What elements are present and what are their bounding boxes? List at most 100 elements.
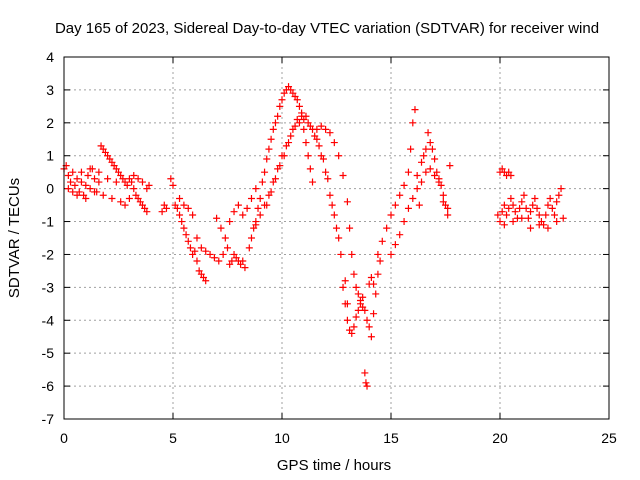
data-point <box>82 195 90 203</box>
data-point <box>529 201 537 209</box>
data-point <box>337 250 345 258</box>
data-point <box>524 214 532 222</box>
data-point <box>509 201 517 209</box>
data-point <box>535 211 543 219</box>
data-point <box>300 125 308 133</box>
data-point <box>121 201 129 209</box>
data-point <box>343 316 351 324</box>
data-point <box>518 198 526 206</box>
x-tick-label: 0 <box>60 430 68 446</box>
x-tick-label: 15 <box>383 430 399 446</box>
y-tick-label: 3 <box>46 82 54 98</box>
data-point <box>226 218 234 226</box>
grid-lines <box>64 57 609 419</box>
data-point <box>306 122 314 130</box>
data-point <box>256 195 264 203</box>
data-point <box>330 211 338 219</box>
data-point <box>333 224 340 232</box>
data-point <box>176 195 184 203</box>
data-point <box>352 313 360 321</box>
data-point <box>374 250 382 258</box>
data-point <box>86 185 94 193</box>
data-point <box>328 201 336 209</box>
y-tick-label: 2 <box>46 115 54 131</box>
data-point <box>247 234 255 242</box>
data-point <box>420 152 428 160</box>
data-point <box>396 231 404 239</box>
data-point <box>158 208 166 216</box>
data-point <box>274 112 282 120</box>
data-point <box>544 201 552 209</box>
data-point <box>343 198 351 206</box>
data-point <box>71 181 79 189</box>
data-point <box>335 234 343 242</box>
data-point <box>276 162 284 170</box>
data-point <box>247 195 255 203</box>
x-axis-tick-labels: 0 5 10 15 20 25 <box>60 430 617 446</box>
data-point <box>527 208 535 216</box>
data-point <box>271 119 279 127</box>
data-point <box>252 221 260 229</box>
data-point <box>123 181 131 189</box>
data-point <box>350 270 358 278</box>
data-point <box>505 204 513 212</box>
data-point <box>213 214 221 222</box>
data-point <box>426 165 434 173</box>
data-point <box>309 178 317 186</box>
data-point <box>143 208 151 216</box>
data-point <box>424 129 432 137</box>
data-point <box>387 211 395 219</box>
data-point <box>354 290 362 298</box>
data-point <box>64 171 72 179</box>
data-point <box>522 204 530 212</box>
data-point <box>557 185 565 193</box>
y-tick-label: -5 <box>42 345 55 361</box>
data-point <box>263 201 271 209</box>
data-point <box>359 293 367 301</box>
data-point <box>374 270 382 278</box>
y-tick-label: 1 <box>46 148 54 164</box>
data-point <box>341 300 349 308</box>
data-point <box>415 201 423 209</box>
data-point <box>193 257 201 265</box>
data-point <box>431 155 439 163</box>
data-point <box>511 208 519 216</box>
data-point <box>339 283 347 291</box>
data-point <box>178 218 186 226</box>
data-point <box>117 198 125 206</box>
data-point <box>263 155 271 163</box>
data-point <box>367 273 375 281</box>
data-point <box>289 125 297 133</box>
data-point <box>439 198 447 206</box>
data-point <box>435 178 443 186</box>
data-point <box>444 211 452 219</box>
y-tick-label: -7 <box>42 411 55 427</box>
data-point <box>553 218 561 226</box>
data-point <box>339 171 347 179</box>
data-point <box>407 145 415 153</box>
data-point <box>444 204 452 212</box>
data-point <box>383 224 391 232</box>
data-point <box>234 201 242 209</box>
data-point <box>348 250 356 258</box>
data-point <box>267 188 275 196</box>
data-point <box>91 175 99 183</box>
data-point <box>67 178 75 186</box>
data-point <box>221 234 229 242</box>
data-point <box>182 231 190 239</box>
data-point <box>311 132 319 140</box>
data-point <box>498 208 506 216</box>
y-tick-label: -1 <box>42 214 55 230</box>
data-point <box>533 204 541 212</box>
data-point <box>64 185 72 193</box>
data-point <box>162 204 170 212</box>
data-point <box>418 158 426 166</box>
data-point <box>134 175 142 183</box>
data-point <box>271 175 279 183</box>
data-point <box>84 171 92 179</box>
data-point <box>77 178 85 186</box>
data-point <box>400 218 408 226</box>
data-point <box>315 142 323 150</box>
data-point <box>361 306 369 314</box>
